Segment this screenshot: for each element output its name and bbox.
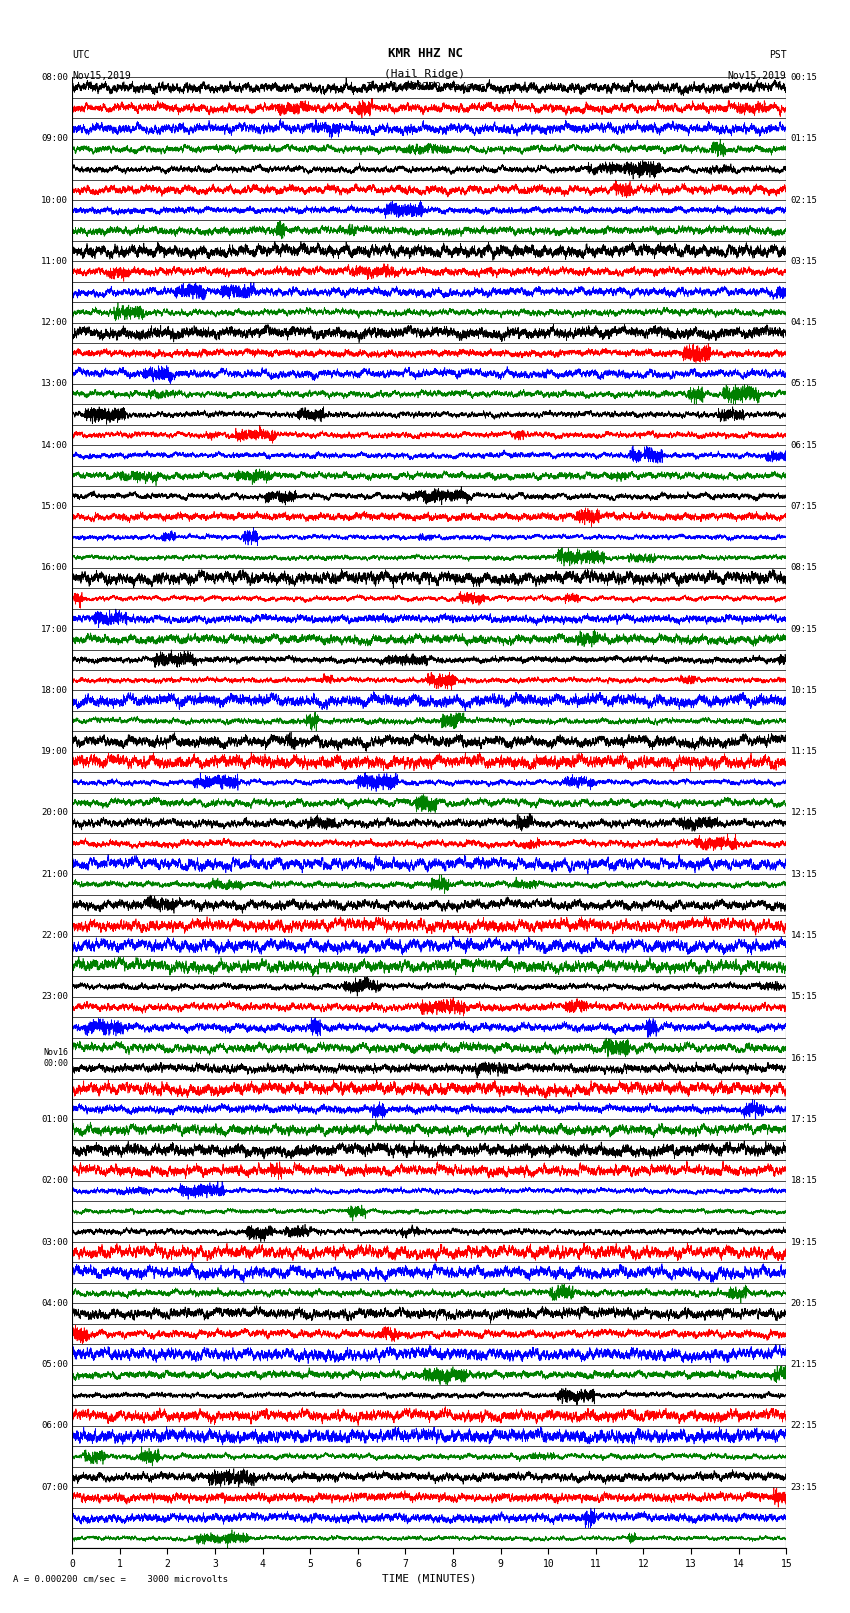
- Text: 02:15: 02:15: [790, 195, 818, 205]
- Text: 17:00: 17:00: [41, 624, 68, 634]
- Text: 23:00: 23:00: [41, 992, 68, 1002]
- Text: 13:15: 13:15: [790, 869, 818, 879]
- Text: 21:15: 21:15: [790, 1360, 818, 1369]
- Text: 11:00: 11:00: [41, 256, 68, 266]
- Text: 08:00: 08:00: [41, 73, 68, 82]
- Text: 23:15: 23:15: [790, 1482, 818, 1492]
- Text: 16:15: 16:15: [790, 1053, 818, 1063]
- Text: 02:00: 02:00: [41, 1176, 68, 1186]
- Text: 10:00: 10:00: [41, 195, 68, 205]
- Text: A = 0.000200 cm/sec =    3000 microvolts: A = 0.000200 cm/sec = 3000 microvolts: [13, 1574, 228, 1584]
- Text: Nov16: Nov16: [43, 1048, 68, 1057]
- Text: Nov15,2019: Nov15,2019: [72, 71, 131, 81]
- Text: 11:15: 11:15: [790, 747, 818, 756]
- Text: 03:00: 03:00: [41, 1237, 68, 1247]
- Text: I = 0.000200 cm/sec: I = 0.000200 cm/sec: [366, 82, 484, 92]
- Text: 17:15: 17:15: [790, 1115, 818, 1124]
- Text: 14:15: 14:15: [790, 931, 818, 940]
- Text: 15:00: 15:00: [41, 502, 68, 511]
- Text: 20:00: 20:00: [41, 808, 68, 818]
- Text: 19:00: 19:00: [41, 747, 68, 756]
- Text: 09:00: 09:00: [41, 134, 68, 144]
- Text: 16:00: 16:00: [41, 563, 68, 573]
- Text: 19:15: 19:15: [790, 1237, 818, 1247]
- Text: UTC: UTC: [72, 50, 90, 60]
- Text: 22:00: 22:00: [41, 931, 68, 940]
- Text: 22:15: 22:15: [790, 1421, 818, 1431]
- Text: 00:00: 00:00: [43, 1060, 68, 1068]
- Text: 07:15: 07:15: [790, 502, 818, 511]
- Text: 06:15: 06:15: [790, 440, 818, 450]
- Text: 13:00: 13:00: [41, 379, 68, 389]
- Text: 15:15: 15:15: [790, 992, 818, 1002]
- Text: 07:00: 07:00: [41, 1482, 68, 1492]
- Text: 00:15: 00:15: [790, 73, 818, 82]
- Text: 12:00: 12:00: [41, 318, 68, 327]
- Text: (Hail Ridge): (Hail Ridge): [384, 69, 466, 79]
- Text: 05:00: 05:00: [41, 1360, 68, 1369]
- Text: Nov15,2019: Nov15,2019: [728, 71, 786, 81]
- Text: 01:00: 01:00: [41, 1115, 68, 1124]
- Text: 04:15: 04:15: [790, 318, 818, 327]
- Text: 09:15: 09:15: [790, 624, 818, 634]
- Text: 04:00: 04:00: [41, 1298, 68, 1308]
- Text: 14:00: 14:00: [41, 440, 68, 450]
- Text: 20:15: 20:15: [790, 1298, 818, 1308]
- Text: KMR HHZ NC: KMR HHZ NC: [388, 47, 462, 60]
- Text: 18:15: 18:15: [790, 1176, 818, 1186]
- X-axis label: TIME (MINUTES): TIME (MINUTES): [382, 1573, 477, 1582]
- Text: 06:00: 06:00: [41, 1421, 68, 1431]
- Text: 12:15: 12:15: [790, 808, 818, 818]
- Text: 08:15: 08:15: [790, 563, 818, 573]
- Text: 10:15: 10:15: [790, 686, 818, 695]
- Text: 03:15: 03:15: [790, 256, 818, 266]
- Text: PST: PST: [768, 50, 786, 60]
- Text: 18:00: 18:00: [41, 686, 68, 695]
- Text: 01:15: 01:15: [790, 134, 818, 144]
- Text: 21:00: 21:00: [41, 869, 68, 879]
- Text: 05:15: 05:15: [790, 379, 818, 389]
